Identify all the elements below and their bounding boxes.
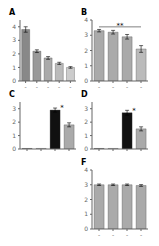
svg-text:2: 2 bbox=[12, 118, 16, 125]
svg-text:4: 4 bbox=[12, 23, 16, 30]
svg-text:2: 2 bbox=[84, 47, 88, 54]
svg-text:-: - bbox=[126, 83, 128, 90]
svg-text:-: - bbox=[25, 83, 27, 90]
svg-text:4: 4 bbox=[84, 17, 88, 23]
svg-text:-: - bbox=[140, 231, 142, 238]
html-text:A: A bbox=[9, 8, 16, 17]
svg-text:2: 2 bbox=[84, 196, 88, 203]
svg-text:1: 1 bbox=[84, 62, 88, 69]
svg-text:3: 3 bbox=[12, 105, 16, 112]
svg-text:-: - bbox=[58, 83, 60, 90]
svg-text:-: - bbox=[112, 83, 114, 90]
svg-text:2: 2 bbox=[12, 50, 16, 57]
svg-text:3: 3 bbox=[84, 31, 88, 38]
svg-text:2: 2 bbox=[84, 118, 88, 125]
svg-text:3: 3 bbox=[12, 36, 16, 43]
svg-text:4: 4 bbox=[84, 167, 88, 173]
html-text:F: F bbox=[81, 158, 87, 167]
svg-text:-: - bbox=[36, 83, 38, 90]
svg-text:1: 1 bbox=[84, 132, 88, 139]
svg-text:3: 3 bbox=[84, 105, 88, 112]
svg-text:0: 0 bbox=[84, 145, 88, 152]
svg-text:*: * bbox=[60, 104, 64, 112]
svg-text:*: * bbox=[132, 107, 136, 115]
html-text:B: B bbox=[81, 8, 88, 17]
svg-text:3: 3 bbox=[84, 181, 88, 188]
svg-text:0: 0 bbox=[12, 145, 16, 152]
svg-text:1: 1 bbox=[84, 210, 88, 217]
svg-text:-: - bbox=[98, 231, 100, 238]
svg-text:0: 0 bbox=[84, 225, 88, 232]
svg-text:-: - bbox=[69, 83, 71, 90]
svg-text:-: - bbox=[140, 83, 142, 90]
html-text:C: C bbox=[9, 90, 15, 99]
svg-text:**: ** bbox=[117, 22, 125, 30]
svg-text:1: 1 bbox=[12, 132, 16, 139]
html-text:D: D bbox=[81, 90, 88, 99]
svg-text:-: - bbox=[47, 83, 49, 90]
svg-text:-: - bbox=[112, 231, 114, 238]
svg-text:1: 1 bbox=[12, 64, 16, 71]
svg-text:-: - bbox=[98, 83, 100, 90]
svg-text:-: - bbox=[126, 231, 128, 238]
svg-text:0: 0 bbox=[12, 77, 16, 84]
svg-text:0: 0 bbox=[84, 77, 88, 84]
